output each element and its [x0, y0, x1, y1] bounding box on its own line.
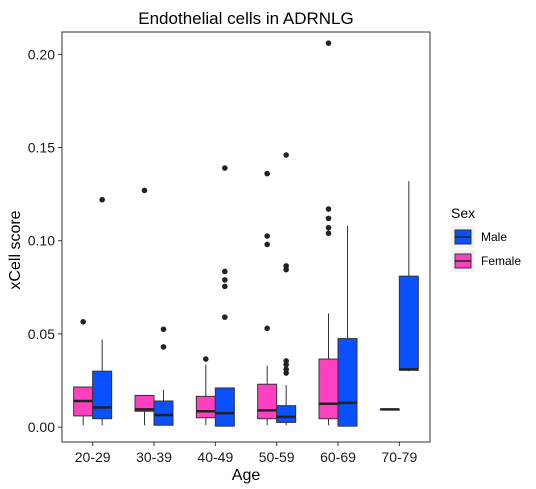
box-body — [318, 358, 339, 420]
x-tick-label: 40-49 — [197, 449, 233, 465]
legend: Sex Male Female — [451, 205, 521, 272]
outlier-point — [141, 187, 148, 194]
legend-item-female: Female — [451, 250, 521, 272]
box-male-60-69 — [337, 225, 358, 427]
legend-label: Female — [481, 254, 521, 268]
x-tick-label: 50-59 — [259, 449, 295, 465]
outlier-point — [160, 326, 167, 333]
box-male-70-79 — [398, 181, 419, 372]
outlier-point — [325, 206, 332, 212]
outlier-point — [264, 325, 270, 332]
box-female-60-69 — [318, 40, 339, 426]
outlier-point — [203, 356, 209, 362]
outlier-point — [264, 241, 270, 248]
box-male-50-59 — [276, 152, 297, 426]
y-tick-label: 0.05 — [28, 326, 55, 342]
box-body — [398, 275, 419, 371]
legend-title: Sex — [451, 205, 475, 221]
box-male-20-29 — [92, 196, 113, 426]
box-body — [337, 338, 358, 427]
outlier-point — [325, 230, 332, 237]
outlier-point — [325, 215, 332, 222]
outlier-point — [264, 233, 270, 239]
chart-title: Endothelial cells in ADRNLG — [138, 9, 353, 28]
outlier-point — [99, 196, 105, 203]
y-axis-label: xCell score — [7, 210, 24, 289]
outlier-point — [283, 263, 289, 269]
box-male-40-49 — [214, 165, 235, 427]
outlier-point — [222, 314, 228, 320]
plot-panel-border — [61, 31, 431, 443]
plot-area: 0.00 0.05 0.10 0.15 0.20 20-29 30-39 40-49 50-59… — [28, 31, 431, 465]
y-tick-label: 0.15 — [28, 140, 55, 156]
box-female-20-29 — [73, 318, 94, 426]
y-tick-label: 0.20 — [28, 46, 55, 62]
outlier-point — [222, 277, 228, 283]
outlier-point — [264, 170, 270, 177]
box-body — [92, 370, 113, 420]
x-axis-label: Age — [232, 467, 261, 484]
box-body — [195, 395, 216, 419]
box-body — [257, 383, 278, 420]
y-tick-label: 0.10 — [28, 233, 55, 249]
box-body — [214, 387, 235, 427]
outlier-point — [325, 40, 332, 46]
outlier-point — [222, 165, 228, 171]
outlier-point — [222, 268, 228, 275]
x-tick-label: 60-69 — [320, 449, 356, 465]
outlier-point — [283, 152, 289, 158]
box-female-30-39 — [134, 187, 155, 426]
box-body — [276, 405, 297, 423]
box-female-70-79 — [379, 408, 400, 411]
legend-item-male: Male — [451, 226, 507, 248]
box-female-50-59 — [257, 170, 278, 426]
outlier-point — [283, 366, 289, 373]
x-tick-label: 70-79 — [381, 449, 417, 465]
box-male-30-39 — [153, 326, 174, 426]
outlier-point — [160, 344, 167, 350]
y-tick-label: 0.00 — [28, 419, 55, 435]
legend-label: Male — [481, 230, 507, 244]
box-body — [153, 400, 174, 426]
box-female-40-49 — [195, 356, 216, 426]
x-tick-label: 30-39 — [136, 449, 172, 465]
outlier-point — [80, 318, 86, 325]
outlier-point — [325, 224, 332, 231]
x-tick-label: 20-29 — [75, 449, 111, 465]
outlier-point — [222, 283, 228, 290]
outlier-point — [283, 358, 289, 364]
